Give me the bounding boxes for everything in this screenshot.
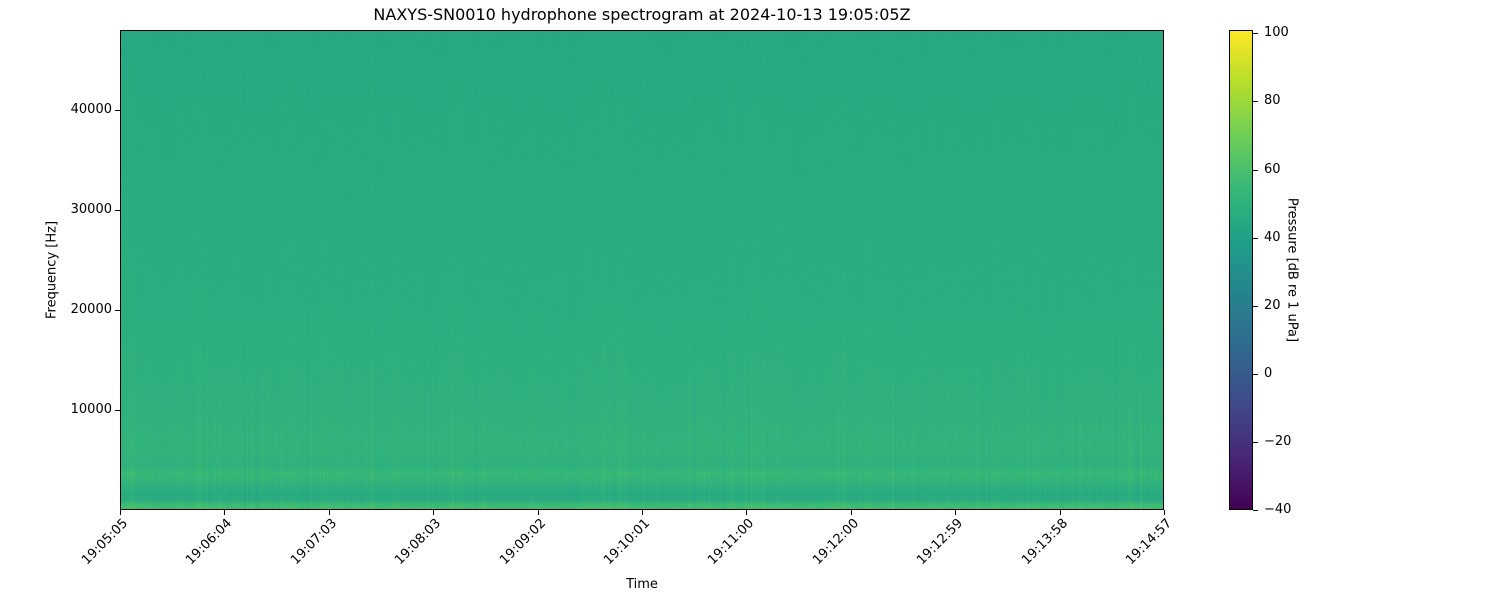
colorbar-tick-mark [1253, 305, 1258, 307]
colorbar-tick-label: −40 [1264, 502, 1292, 517]
x-tick-mark [746, 510, 748, 515]
colorbar-tick-label: 20 [1264, 297, 1281, 313]
x-tick-label: 19:12:00 [809, 516, 862, 568]
x-tick-label: 19:14:57 [1123, 516, 1175, 568]
x-tick-mark [224, 510, 226, 515]
colorbar-tick-label: 100 [1264, 25, 1289, 41]
colorbar-tick-label: 0 [1264, 365, 1273, 381]
x-tick-mark [328, 510, 330, 515]
colorbar-tick-label: 40 [1264, 229, 1281, 245]
y-tick-mark [115, 210, 120, 211]
y-tick-mark [115, 310, 120, 311]
y-tick-label: 40000 [70, 102, 112, 117]
x-tick-mark [850, 510, 852, 515]
plot-area [120, 30, 1164, 510]
x-tick-mark [642, 510, 643, 515]
y-tick-mark [115, 410, 120, 411]
x-tick-mark [537, 510, 539, 515]
colorbar-tick-mark [1253, 169, 1258, 171]
y-tick-label: 20000 [70, 302, 112, 317]
chart-title: NAXYS-SN0010 hydrophone spectrogram at 2… [373, 5, 911, 24]
x-tick-label: 19:11:00 [705, 516, 758, 568]
x-axis-label: Time [626, 577, 658, 592]
colorbar-label: Pressure [dB re 1 uPa] [1284, 197, 1300, 343]
colorbar-tick-mark [1253, 33, 1258, 35]
colorbar-tick-label: 80 [1264, 93, 1281, 109]
colorbar [1229, 30, 1253, 510]
colorbar-tick-mark [1253, 510, 1258, 511]
colorbar-tick-label: −20 [1264, 433, 1292, 449]
y-tick-mark [115, 110, 120, 111]
x-tick-label: 19:06:04 [183, 516, 236, 568]
x-tick-mark [120, 510, 121, 515]
colorbar-tick-mark [1253, 237, 1258, 239]
colorbar-tick-label: 60 [1264, 161, 1281, 177]
x-tick-mark [1059, 510, 1061, 515]
x-tick-mark [1164, 510, 1165, 515]
colorbar-tick-mark [1253, 101, 1258, 103]
colorbar-tick-mark [1253, 373, 1258, 375]
spectrogram-image [121, 31, 1163, 509]
x-tick-label: 19:08:03 [392, 516, 445, 568]
y-axis-label: Frequency [Hz] [44, 220, 60, 320]
x-tick-label: 19:05:05 [79, 516, 131, 568]
x-tick-label: 19:13:58 [1018, 516, 1071, 568]
y-tick-label: 30000 [70, 202, 112, 217]
x-tick-label: 19:10:01 [601, 516, 653, 568]
x-tick-label: 19:09:02 [496, 516, 549, 568]
x-tick-label: 19:12:59 [914, 516, 967, 568]
x-tick-label: 19:07:03 [287, 516, 340, 568]
x-tick-mark [955, 510, 957, 515]
colorbar-tick-mark [1253, 441, 1258, 443]
y-tick-label: 10000 [70, 402, 112, 417]
x-tick-mark [433, 510, 435, 515]
